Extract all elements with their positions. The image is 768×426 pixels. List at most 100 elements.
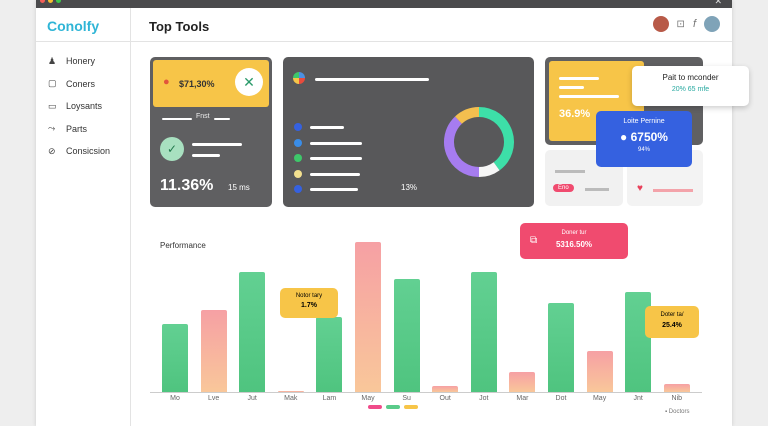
x-tick-label: Out: [439, 395, 451, 402]
card-value: $71,30%: [179, 79, 215, 89]
donut-slice: [478, 107, 514, 171]
x-axis: [150, 392, 702, 393]
bar[interactable]: [663, 384, 690, 392]
blue-title: Loite Pernine: [623, 118, 665, 125]
link-icon: ⊘: [48, 145, 56, 156]
donut-slice: [455, 107, 480, 125]
sidebar-item[interactable]: ⤳ Parts: [36, 118, 130, 141]
legend-dot: [294, 185, 302, 193]
card-percent: 11.36%: [160, 177, 214, 194]
bar[interactable]: [200, 310, 227, 392]
avatar[interactable]: [652, 16, 669, 32]
bar[interactable]: [509, 372, 536, 392]
annotation-title: Doner tur: [561, 230, 587, 236]
bar[interactable]: [470, 272, 497, 392]
bar[interactable]: [432, 386, 459, 392]
camera-icon[interactable]: ⊡: [676, 18, 685, 30]
bar[interactable]: [277, 391, 304, 392]
blue-value: 6750%: [630, 130, 668, 144]
donut-card: 13%: [283, 57, 534, 207]
sidebar-item-label: Parts: [66, 123, 88, 134]
user-icon: ♟: [48, 55, 57, 66]
close-dot[interactable]: [40, 0, 45, 3]
user-icon: ●: [620, 130, 628, 144]
x-tick-label: May: [592, 395, 607, 402]
sidebar-item-label: Honery: [66, 56, 96, 67]
x-tick-label: Mak: [284, 395, 298, 402]
x-tick-label: Jut: [247, 395, 257, 402]
sidebar-item[interactable]: ♟ Honery: [36, 50, 130, 73]
legend-dot: [294, 154, 302, 162]
x-tick-label: Lve: [207, 395, 220, 402]
chrome-icon: [293, 72, 305, 84]
performance-chart: Performance Mo Lve Jut Mak Lam May Su Out Jot Mar…: [150, 220, 710, 426]
x-tick-label: Nib: [671, 395, 683, 402]
minimize-dot[interactable]: [48, 0, 53, 3]
annotation-title: Doter ta/: [660, 312, 684, 318]
sidebar-item-label: Loysants: [66, 101, 103, 112]
bar[interactable]: [548, 303, 574, 392]
x-tick-label: Mar: [516, 395, 529, 402]
x-tick-label: Jot: [479, 395, 489, 402]
donut-chart: [444, 107, 514, 177]
bar[interactable]: [586, 351, 613, 392]
legend-dot: [294, 123, 302, 131]
monitor-icon: ▭: [48, 100, 57, 111]
check-icon: ✓: [160, 137, 184, 161]
legend-label: Doctors: [668, 409, 690, 415]
app-window: ✕ Conolfy ♟ Honery ▢ Coners ▭ Loysants ⤳ Parts ⊘…: [36, 0, 749, 426]
x-tick-label: Dot: [555, 395, 567, 402]
header: Top Tools ⊡ f: [131, 8, 732, 42]
legend-dot: [294, 138, 302, 147]
x-tick-label: Mo: [170, 395, 180, 402]
legend-line: [310, 172, 360, 176]
donut-slice: [444, 116, 480, 177]
play-chip[interactable]: Eno: [553, 184, 574, 192]
bar[interactable]: [239, 272, 266, 392]
annotation-value: 5316.50%: [555, 240, 593, 249]
chart-icon: ⧉: [530, 235, 538, 246]
annotation-value: 1.7%: [301, 302, 317, 309]
annotation-tooltip: Notor tary 1.7%: [280, 288, 338, 318]
donut-slice: [478, 162, 500, 177]
chart-title: Performance: [160, 241, 206, 250]
bar[interactable]: [162, 324, 188, 392]
blue-sub: 94%: [637, 147, 650, 153]
legend-line: [310, 126, 344, 129]
maximize-dot[interactable]: [56, 0, 61, 3]
sidebar-item-label: Coners: [66, 78, 96, 89]
sidebar-item-label: Consicsion: [66, 146, 111, 157]
x-tick-label: May: [361, 395, 375, 402]
sidebar: Conolfy ♟ Honery ▢ Coners ▭ Loysants ⤳ Parts ⊘ Co…: [36, 8, 131, 426]
bar[interactable]: [355, 242, 381, 392]
title-bar: ✕: [36, 0, 732, 8]
close-icon[interactable]: ✕: [235, 68, 263, 96]
user-icon: ●: [163, 76, 170, 88]
annotation-title: Notor tary: [295, 293, 323, 299]
annotation-value: 25.4%: [662, 322, 682, 329]
sidebar-item[interactable]: ▭ Loysants: [36, 95, 130, 118]
blue-tooltip: Loite Pernine ● 6750% 94%: [596, 111, 692, 167]
sidebar-item[interactable]: ⊘ Consicsion: [36, 140, 130, 163]
square-icon: ▢: [48, 78, 57, 89]
donut-percent: 13%: [401, 183, 418, 192]
legend-line: [310, 141, 362, 145]
close-icon[interactable]: ✕: [714, 0, 722, 6]
bar[interactable]: [393, 279, 420, 392]
x-tick-label: Jnt: [633, 395, 643, 402]
facebook-icon[interactable]: f: [692, 18, 696, 30]
legend-line: [310, 188, 358, 191]
legend-swatches: [368, 405, 418, 409]
card-sub: 15 ms: [228, 183, 250, 192]
sidebar-item[interactable]: ▢ Coners: [36, 73, 130, 96]
legend-doctors: ▪ Doctors: [665, 409, 690, 415]
app-logo: Conolfy: [36, 8, 130, 42]
legend-line: [310, 157, 362, 160]
card-label: Fnst: [196, 113, 210, 120]
bar[interactable]: [316, 317, 343, 392]
x-tick-label: Lam: [322, 395, 337, 402]
legend-dot: [294, 169, 302, 178]
user-avatar[interactable]: [704, 16, 720, 32]
heart-icon[interactable]: ♥: [637, 183, 643, 194]
share-icon: ⤳: [48, 123, 56, 134]
